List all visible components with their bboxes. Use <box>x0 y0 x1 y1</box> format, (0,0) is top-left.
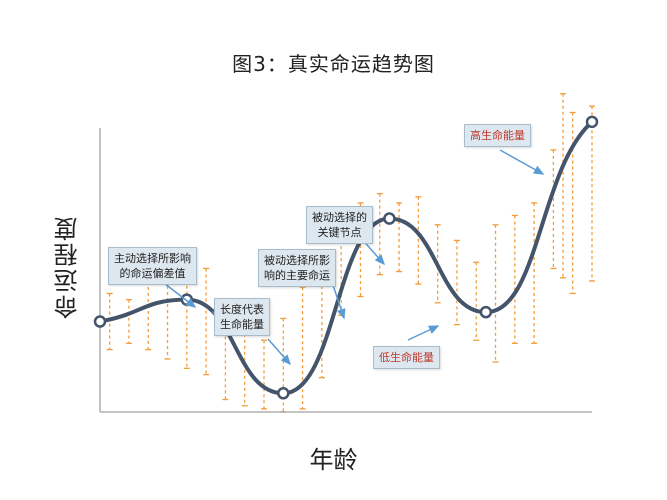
annotation-arrow <box>267 338 291 366</box>
data-point-marker <box>585 115 599 129</box>
error-bar <box>473 261 480 341</box>
data-point-marker <box>277 387 290 400</box>
error-bar <box>531 202 538 345</box>
annotation-length-energy: 长度代表 生命能量 <box>214 298 270 336</box>
error-bar <box>453 239 460 326</box>
y-axis-label: 命运程度 <box>54 215 82 319</box>
error-bar <box>106 292 113 351</box>
x-axis-label: 年龄 <box>309 446 358 474</box>
annotation-low-energy: 低生命能量 <box>373 346 440 369</box>
error-bar <box>357 202 364 298</box>
chart-title: 图3：真实命运趋势图 <box>232 52 435 76</box>
error-bar <box>125 299 132 345</box>
annotation-arrow <box>407 325 440 341</box>
data-point-marker <box>93 315 107 328</box>
annotation-arrow <box>499 149 545 175</box>
error-bar <box>396 202 403 273</box>
error-bar <box>261 339 267 410</box>
error-bar <box>492 224 499 363</box>
annotation-arrow <box>331 281 346 320</box>
error-bar <box>569 111 576 295</box>
error-bar <box>203 267 210 376</box>
data-point-marker <box>479 305 493 319</box>
data-point-marker <box>383 212 396 225</box>
annotation-key-node: 被动选择的 关键节点 <box>306 206 373 244</box>
error-bar <box>560 93 567 279</box>
annotation-passive-fate: 被动选择所影 响的主要命运 <box>258 249 336 287</box>
annotation-high-energy: 高生命能量 <box>464 124 531 147</box>
error-bar <box>299 286 306 410</box>
error-bar <box>145 280 152 351</box>
error-bar <box>415 196 422 285</box>
error-bar <box>550 149 557 270</box>
annotation-active-choice: 主动选择所影响 的命运偏差值 <box>108 247 197 285</box>
error-bar <box>511 214 518 345</box>
error-bar <box>589 105 595 282</box>
